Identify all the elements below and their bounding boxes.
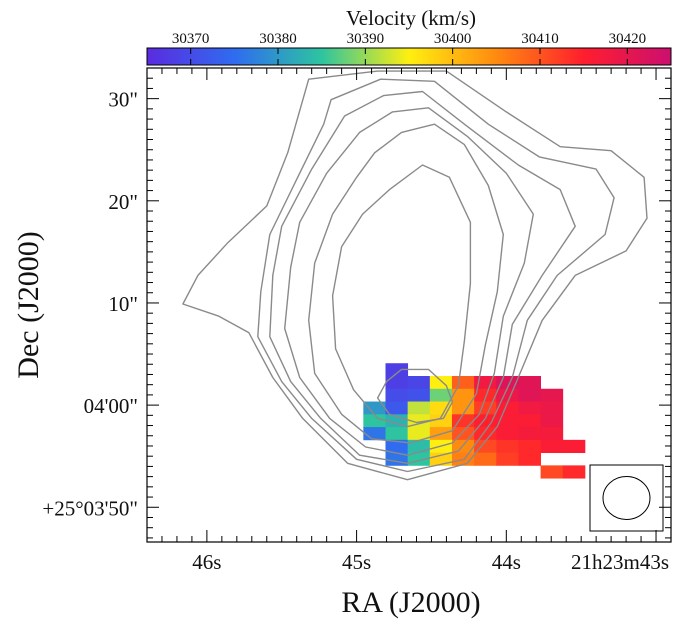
beam-box bbox=[589, 464, 664, 532]
intensity-contours bbox=[182, 70, 648, 481]
velocity-pixel bbox=[385, 388, 409, 402]
y-tick-label: +25°03'50" bbox=[42, 496, 138, 520]
velocity-pixel bbox=[518, 427, 541, 441]
velocity-pixel bbox=[385, 401, 409, 415]
velocity-pixel bbox=[385, 363, 409, 377]
velocity-pixel bbox=[451, 388, 475, 402]
velocity-pixel bbox=[385, 439, 409, 454]
colorbar-tick-label: 30420 bbox=[609, 31, 647, 47]
x-tick-label: 46s bbox=[192, 550, 221, 574]
velocity-pixel bbox=[496, 439, 519, 454]
velocity-pixel bbox=[540, 414, 564, 428]
plot-frame bbox=[146, 67, 672, 543]
velocity-pixel bbox=[407, 414, 431, 428]
velocity-pixel bbox=[496, 388, 519, 402]
contour-line bbox=[284, 107, 534, 456]
colorbar-ticks bbox=[190, 48, 628, 65]
velocity-pixel bbox=[474, 427, 497, 441]
velocity-pixel bbox=[518, 452, 541, 466]
velocity-pixel bbox=[429, 414, 453, 428]
colorbar-label: Velocity (km/s) bbox=[346, 6, 476, 30]
velocity-pixel bbox=[407, 388, 431, 402]
velocity-pixel bbox=[540, 465, 564, 479]
colorbar: Velocity (km/s) 30370 30380 30390 30400 3041… bbox=[146, 6, 672, 66]
velocity-pixel bbox=[451, 439, 475, 454]
y-axis-label: Dec (J2000) bbox=[12, 231, 45, 378]
velocity-pixel bbox=[385, 427, 409, 441]
velocity-pixel bbox=[518, 388, 541, 402]
velocity-pixel bbox=[429, 375, 453, 390]
velocity-pixel bbox=[474, 452, 497, 466]
colorbar-tick-label: 30400 bbox=[434, 31, 472, 47]
velocity-pixel bbox=[518, 414, 541, 428]
beam-ellipse bbox=[602, 476, 651, 520]
y-tick-labels: 30" 20" 10" 04'00" +25°03'50" bbox=[42, 88, 138, 521]
velocity-pixel bbox=[451, 414, 475, 428]
y-tick-label: 04'00" bbox=[84, 394, 138, 418]
velocity-pixel bbox=[540, 401, 564, 415]
contour-line bbox=[269, 90, 576, 464]
y-tick-label: 20" bbox=[108, 190, 138, 214]
velocity-pixels bbox=[363, 363, 586, 479]
axis-ticks bbox=[146, 67, 671, 542]
x-tick-label: 21h23m43s bbox=[571, 550, 669, 574]
colorbar-tick-label: 30380 bbox=[259, 31, 297, 47]
x-axis-label: RA (J2000) bbox=[341, 586, 480, 619]
velocity-pixel bbox=[474, 439, 497, 454]
velocity-pixel bbox=[407, 439, 431, 454]
velocity-pixel bbox=[496, 401, 519, 415]
velocity-pixel bbox=[474, 401, 497, 415]
velocity-pixel bbox=[540, 439, 564, 454]
velocity-pixel bbox=[540, 427, 564, 441]
velocity-pixel bbox=[363, 427, 386, 441]
colorbar-tick-label: 30370 bbox=[172, 31, 210, 47]
velocity-pixel bbox=[429, 388, 453, 402]
plot-area: 46s 45s 44s 21h23m43s 30" 20" 10" 04'00" +25°03… bbox=[42, 67, 672, 574]
velocity-pixel bbox=[407, 427, 431, 441]
colorbar-tick-label: 30390 bbox=[347, 31, 385, 47]
velocity-pixel bbox=[496, 414, 519, 428]
velocity-pixel bbox=[496, 427, 519, 441]
contour-line bbox=[331, 164, 472, 428]
velocity-pixel bbox=[518, 439, 541, 454]
contour-line bbox=[257, 78, 615, 473]
velocity-pixel bbox=[474, 388, 497, 402]
velocity-pixel bbox=[451, 401, 475, 415]
velocity-pixel bbox=[518, 375, 541, 390]
colorbar-tick-label: 30410 bbox=[521, 31, 559, 47]
velocity-pixel bbox=[540, 388, 564, 402]
contour-line bbox=[308, 123, 504, 444]
velocity-pixel bbox=[407, 401, 431, 415]
x-tick-labels: 46s 45s 44s 21h23m43s bbox=[192, 550, 669, 574]
colorbar-tick-labels: 30370 30380 30390 30400 30410 30420 bbox=[172, 31, 646, 47]
colorbar-gradient bbox=[146, 47, 672, 66]
contour-line bbox=[182, 70, 648, 481]
velocity-pixel bbox=[363, 414, 386, 428]
x-tick-label: 45s bbox=[342, 550, 371, 574]
y-tick-label: 10" bbox=[108, 292, 138, 316]
velocity-pixel bbox=[562, 439, 586, 454]
x-tick-label: 44s bbox=[492, 550, 521, 574]
velocity-pixel bbox=[407, 375, 431, 390]
velocity-pixel bbox=[363, 401, 386, 415]
velocity-pixel bbox=[385, 375, 409, 390]
velocity-pixel bbox=[451, 375, 475, 390]
velocity-pixel bbox=[562, 465, 586, 479]
y-tick-label: 30" bbox=[108, 88, 138, 112]
velocity-pixel bbox=[451, 427, 475, 441]
velocity-pixel bbox=[496, 452, 519, 466]
velocity-pixel bbox=[518, 401, 541, 415]
contour-line bbox=[376, 368, 454, 424]
